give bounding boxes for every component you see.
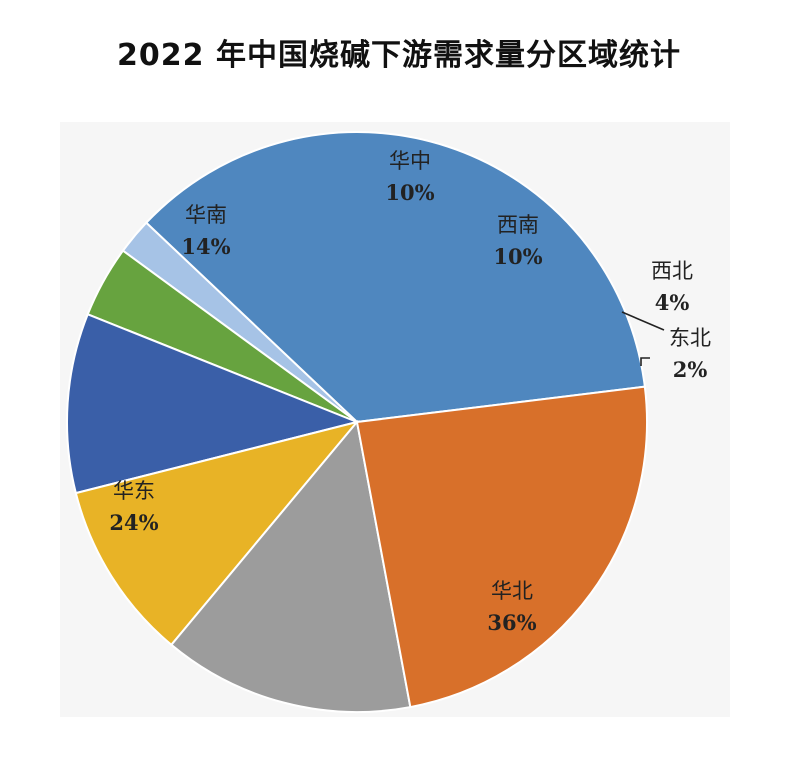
slice-label-name: 西北 [651, 259, 693, 283]
slice-label-name: 东北 [669, 326, 711, 350]
slice-label-value: 14% [181, 234, 230, 259]
leader-line-东北 [640, 357, 650, 366]
pie-slice-华东 [355, 385, 648, 709]
pie-slice-华南 [169, 419, 412, 713]
slice-label-name: 华南 [185, 203, 227, 227]
pie-slice-华北 [144, 130, 646, 424]
pie-slice-华中 [74, 420, 360, 647]
slice-label-value: 24% [109, 510, 158, 535]
slice-label-name: 华北 [491, 579, 533, 603]
slice-label-name: 华中 [389, 149, 431, 173]
slice-label-value: 2% [673, 357, 708, 382]
slice-label-value: 10% [493, 244, 542, 269]
pie-slice-西南 [66, 313, 361, 495]
slice-label-name: 华东 [113, 479, 155, 503]
slice-label-value: 10% [385, 180, 434, 205]
leader-line-西北 [621, 311, 665, 331]
chart-title: 2022 年中国烧碱下游需求量分区域统计 [117, 38, 681, 73]
slice-label-name: 西南 [497, 213, 539, 237]
slice-label-value: 36% [487, 610, 536, 635]
slice-label-value: 4% [655, 290, 690, 315]
